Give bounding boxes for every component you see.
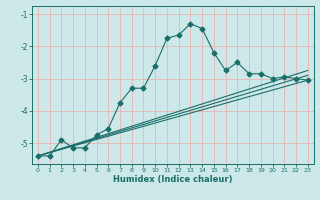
X-axis label: Humidex (Indice chaleur): Humidex (Indice chaleur): [113, 175, 233, 184]
